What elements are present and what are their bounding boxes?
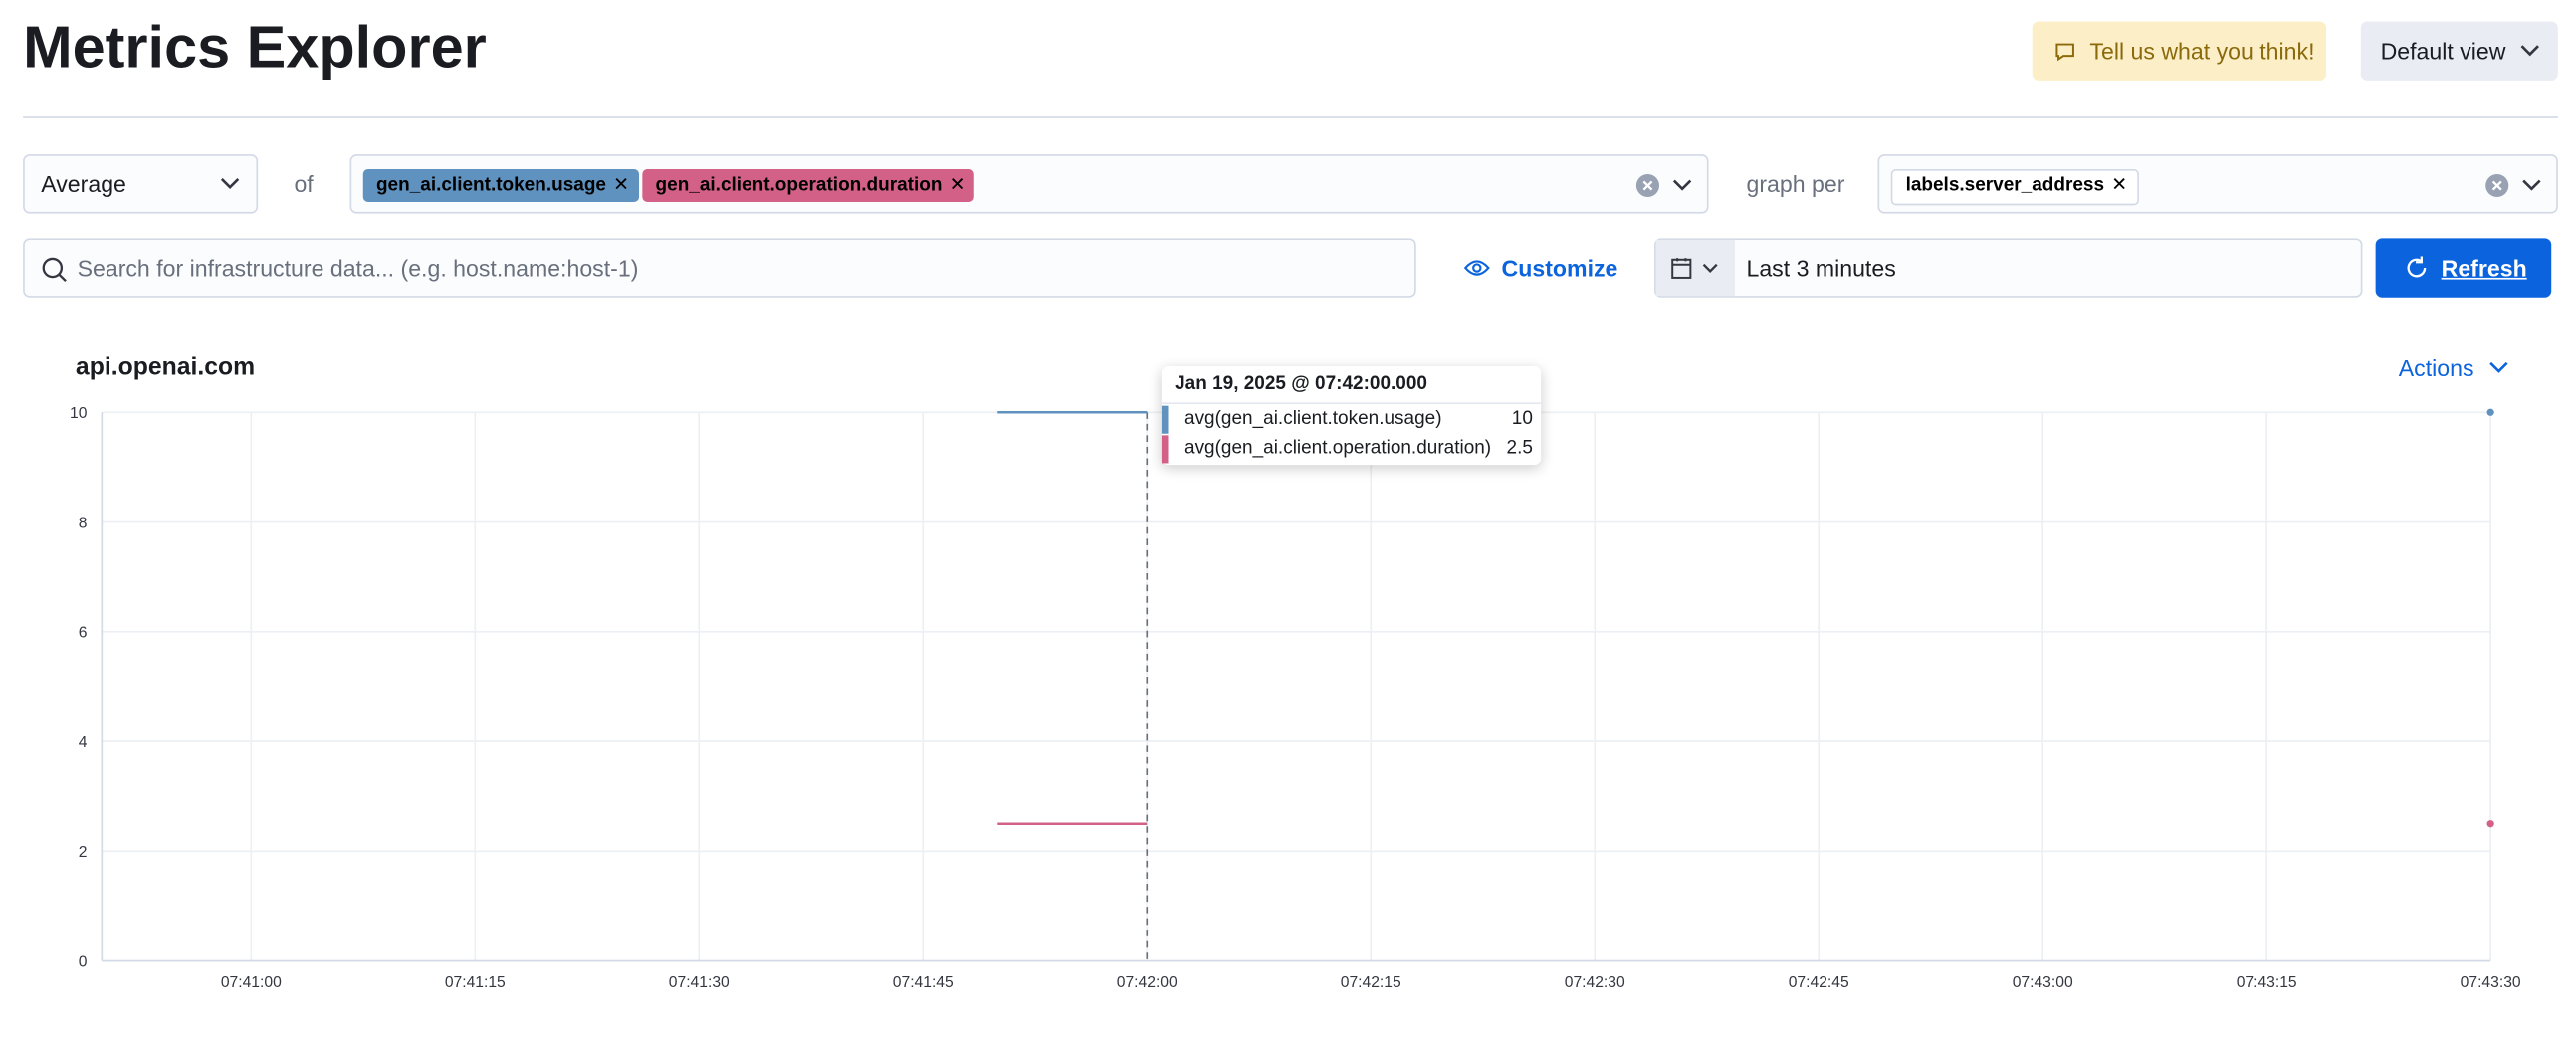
tooltip-divider: [1161, 402, 1542, 405]
tooltip-series-value: 10: [1511, 408, 1533, 429]
x-tick-label: 07:41:45: [893, 974, 954, 991]
x-tick-label: 07:42:15: [1341, 974, 1401, 991]
tooltip-swatch: [1161, 405, 1169, 434]
customize-label: Customize: [1501, 254, 1618, 282]
remove-icon[interactable]: ✕: [613, 175, 630, 196]
metric-pill[interactable]: gen_ai.client.token.usage ✕: [362, 169, 639, 203]
y-tick-label: 10: [70, 405, 88, 422]
chart-title: api.openai.com: [75, 352, 256, 381]
group-pill[interactable]: labels.server_address ✕: [1890, 169, 2139, 206]
eye-icon: [1463, 260, 1490, 276]
actions-button[interactable]: Actions: [2399, 351, 2510, 384]
aggregation-select[interactable]: Average: [23, 154, 259, 214]
feedback-label: Tell us what you think!: [2089, 37, 2315, 65]
date-picker[interactable]: Last 3 minutes: [1654, 238, 2363, 298]
x-tick-label: 07:43:00: [2013, 974, 2073, 991]
x-tick-label: 07:42:00: [1117, 974, 1178, 991]
x-tick-label: 07:43:30: [2461, 974, 2521, 991]
group-by-combo[interactable]: labels.server_address ✕: [1877, 154, 2558, 214]
refresh-icon: [2407, 256, 2427, 278]
calendar-icon: [1671, 258, 1718, 279]
x-tick-label: 07:41:30: [669, 974, 730, 991]
chevron: [2521, 45, 2540, 57]
series-point: [2486, 408, 2494, 416]
chevron: [2489, 361, 2508, 373]
tooltip-series-name: avg(gen_ai.client.operation.duration): [1184, 438, 1492, 459]
tooltip: Jan 19, 2025 @ 07:42:00.000 avg(gen_ai.c…: [1161, 366, 1542, 466]
aggregation-label: Average: [41, 170, 126, 198]
metric-name: gen_ai.client.token.usage: [375, 175, 606, 196]
graph-per-label: graph per: [1746, 170, 1845, 198]
remove-icon[interactable]: ✕: [2111, 175, 2128, 196]
x-tick-label: 07:41:00: [221, 974, 282, 991]
x-tick-label: 07:42:45: [1789, 974, 1849, 991]
metric-pill[interactable]: gen_ai.client.operation.duration ✕: [642, 169, 975, 203]
time-range: Last 3 minutes: [1746, 254, 1896, 282]
clear-and-chevron[interactable]: [2484, 172, 2550, 198]
tooltip-swatch: [1161, 435, 1169, 464]
x-tick-label: 07:42:30: [1565, 974, 1625, 991]
clear-and-chevron[interactable]: [1634, 172, 1700, 198]
tooltip-title: Jan 19, 2025 @ 07:42:00.000: [1175, 374, 1427, 395]
search-placeholder: Search for infrastructure data... (e.g. …: [77, 254, 639, 282]
actions-label: Actions: [2398, 354, 2474, 381]
page-title: Metrics Explorer: [23, 13, 487, 81]
y-tick-label: 4: [79, 734, 88, 751]
comment-icon: [2055, 43, 2074, 62]
feedback-button[interactable]: Tell us what you think!: [2032, 21, 2327, 81]
y-tick-label: 0: [79, 953, 88, 970]
of-label: of: [294, 170, 314, 198]
x-tick-label: 07:41:15: [445, 974, 506, 991]
series-point: [2486, 820, 2494, 828]
metrics-combo[interactable]: gen_ai.client.token.usage ✕ gen_ai.client…: [349, 154, 1709, 214]
search-field[interactable]: Search for infrastructure data... (e.g. …: [23, 238, 1416, 298]
x-tick-label: 07:43:15: [2237, 974, 2297, 991]
refresh-button[interactable]: Refresh: [2375, 238, 2552, 298]
refresh-label: Refresh: [2441, 254, 2527, 282]
view-button[interactable]: Default view: [2360, 21, 2558, 81]
y-tick-label: 2: [79, 844, 88, 861]
remove-icon[interactable]: ✕: [949, 175, 966, 196]
metric-name: gen_ai.client.operation.duration: [655, 175, 943, 196]
date-quick-menu[interactable]: [1655, 239, 1735, 297]
y-tick-label: 8: [79, 515, 88, 531]
y-tick-label: 6: [79, 625, 88, 642]
tooltip-series-name: avg(gen_ai.client.token.usage): [1184, 408, 1442, 429]
search-icon: [42, 257, 67, 283]
chevron: [220, 177, 240, 190]
tooltip-series-value: 2.5: [1506, 438, 1533, 459]
divider: [23, 116, 2558, 118]
view-label: Default view: [2380, 37, 2506, 65]
customize-button[interactable]: Customize: [1463, 238, 1618, 297]
group-name: labels.server_address: [1905, 175, 2105, 196]
